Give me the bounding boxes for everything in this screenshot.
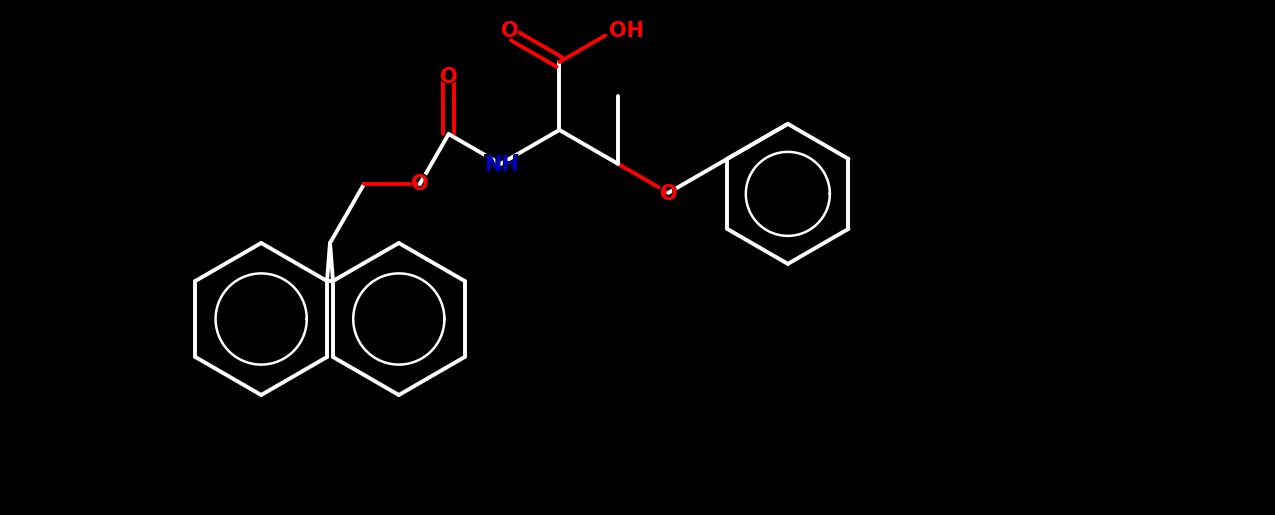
Text: OH: OH bbox=[607, 20, 646, 43]
Text: NH: NH bbox=[484, 155, 519, 175]
Text: O: O bbox=[500, 20, 519, 43]
Text: O: O bbox=[501, 22, 518, 41]
Text: NH: NH bbox=[482, 153, 521, 177]
Text: O: O bbox=[409, 172, 430, 196]
Text: O: O bbox=[440, 67, 458, 87]
Text: OH: OH bbox=[608, 22, 644, 41]
Text: O: O bbox=[439, 65, 459, 89]
Text: O: O bbox=[411, 174, 428, 194]
Text: O: O bbox=[659, 184, 677, 204]
Text: O: O bbox=[658, 182, 678, 206]
